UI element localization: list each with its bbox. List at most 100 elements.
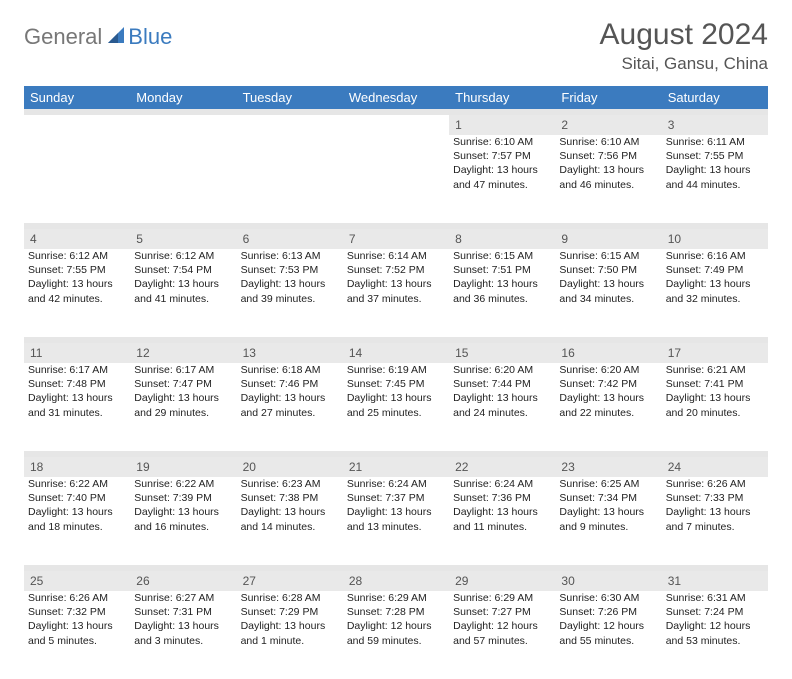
day1-text: Daylight: 13 hours: [241, 277, 339, 291]
sunset-text: Sunset: 7:29 PM: [241, 605, 339, 619]
logo-text-general: General: [24, 24, 102, 50]
day-number: 20: [237, 457, 343, 477]
day1-text: Daylight: 13 hours: [666, 391, 764, 405]
day-cell: Sunrise: 6:30 AMSunset: 7:26 PMDaylight:…: [555, 591, 661, 679]
day2-text: and 18 minutes.: [28, 520, 126, 534]
sunset-text: Sunset: 7:39 PM: [134, 491, 232, 505]
day-cell: Sunrise: 6:27 AMSunset: 7:31 PMDaylight:…: [130, 591, 236, 679]
sunrise-text: Sunrise: 6:21 AM: [666, 363, 764, 377]
sunset-text: Sunset: 7:41 PM: [666, 377, 764, 391]
day2-text: and 42 minutes.: [28, 292, 126, 306]
day1-text: Daylight: 13 hours: [347, 505, 445, 519]
sunrise-text: Sunrise: 6:24 AM: [453, 477, 551, 491]
day-cell: Sunrise: 6:24 AMSunset: 7:37 PMDaylight:…: [343, 477, 449, 565]
day-number: 27: [237, 571, 343, 591]
sunset-text: Sunset: 7:52 PM: [347, 263, 445, 277]
weekday-header: Monday: [130, 86, 236, 109]
sunrise-text: Sunrise: 6:26 AM: [28, 591, 126, 605]
sunset-text: Sunset: 7:55 PM: [28, 263, 126, 277]
day-number: 9: [555, 229, 661, 249]
day2-text: and 31 minutes.: [28, 406, 126, 420]
day1-text: Daylight: 12 hours: [453, 619, 551, 633]
day1-text: Daylight: 13 hours: [241, 391, 339, 405]
day1-text: Daylight: 12 hours: [559, 619, 657, 633]
day1-text: Daylight: 13 hours: [28, 391, 126, 405]
day-number: 24: [662, 457, 768, 477]
logo: General Blue: [24, 18, 172, 50]
day-number-row: 45678910: [24, 229, 768, 249]
day1-text: Daylight: 13 hours: [134, 505, 232, 519]
sunset-text: Sunset: 7:37 PM: [347, 491, 445, 505]
day-cell: [130, 135, 236, 223]
sunrise-text: Sunrise: 6:22 AM: [134, 477, 232, 491]
day-cell: Sunrise: 6:17 AMSunset: 7:48 PMDaylight:…: [24, 363, 130, 451]
sunrise-text: Sunrise: 6:20 AM: [453, 363, 551, 377]
sunrise-text: Sunrise: 6:17 AM: [134, 363, 232, 377]
sunrise-text: Sunrise: 6:22 AM: [28, 477, 126, 491]
day1-text: Daylight: 13 hours: [347, 277, 445, 291]
day2-text: and 29 minutes.: [134, 406, 232, 420]
day-number-row: 11121314151617: [24, 343, 768, 363]
weekday-header: Friday: [555, 86, 661, 109]
day2-text: and 20 minutes.: [666, 406, 764, 420]
sunset-text: Sunset: 7:55 PM: [666, 149, 764, 163]
day2-text: and 7 minutes.: [666, 520, 764, 534]
day-number: 29: [449, 571, 555, 591]
day2-text: and 36 minutes.: [453, 292, 551, 306]
day2-text: and 39 minutes.: [241, 292, 339, 306]
day-number: [343, 115, 449, 135]
day1-text: Daylight: 12 hours: [347, 619, 445, 633]
day-number: 14: [343, 343, 449, 363]
logo-sail-icon: [106, 25, 126, 50]
logo-text-blue: Blue: [128, 24, 172, 50]
day-number: 2: [555, 115, 661, 135]
day-cell: Sunrise: 6:31 AMSunset: 7:24 PMDaylight:…: [662, 591, 768, 679]
day2-text: and 37 minutes.: [347, 292, 445, 306]
day1-text: Daylight: 13 hours: [453, 505, 551, 519]
day-cell: Sunrise: 6:20 AMSunset: 7:44 PMDaylight:…: [449, 363, 555, 451]
day2-text: and 46 minutes.: [559, 178, 657, 192]
day-cell: [343, 135, 449, 223]
day1-text: Daylight: 13 hours: [666, 505, 764, 519]
day-content-row: Sunrise: 6:22 AMSunset: 7:40 PMDaylight:…: [24, 477, 768, 565]
sunset-text: Sunset: 7:26 PM: [559, 605, 657, 619]
sunrise-text: Sunrise: 6:28 AM: [241, 591, 339, 605]
day-number: [130, 115, 236, 135]
day-cell: Sunrise: 6:16 AMSunset: 7:49 PMDaylight:…: [662, 249, 768, 337]
day-number: 6: [237, 229, 343, 249]
header: General Blue August 2024 Sitai, Gansu, C…: [24, 18, 768, 74]
day-cell: Sunrise: 6:29 AMSunset: 7:27 PMDaylight:…: [449, 591, 555, 679]
weekday-header: Sunday: [24, 86, 130, 109]
day-number: 28: [343, 571, 449, 591]
day-number-row: 25262728293031: [24, 571, 768, 591]
day-number: 15: [449, 343, 555, 363]
day1-text: Daylight: 13 hours: [28, 277, 126, 291]
day2-text: and 47 minutes.: [453, 178, 551, 192]
day2-text: and 9 minutes.: [559, 520, 657, 534]
day-cell: Sunrise: 6:10 AMSunset: 7:57 PMDaylight:…: [449, 135, 555, 223]
day2-text: and 27 minutes.: [241, 406, 339, 420]
day1-text: Daylight: 13 hours: [559, 277, 657, 291]
day1-text: Daylight: 13 hours: [28, 619, 126, 633]
sunset-text: Sunset: 7:24 PM: [666, 605, 764, 619]
weekday-header: Tuesday: [237, 86, 343, 109]
weekday-header: Saturday: [662, 86, 768, 109]
day2-text: and 25 minutes.: [347, 406, 445, 420]
day1-text: Daylight: 13 hours: [28, 505, 126, 519]
sunset-text: Sunset: 7:46 PM: [241, 377, 339, 391]
day2-text: and 11 minutes.: [453, 520, 551, 534]
sunrise-text: Sunrise: 6:12 AM: [28, 249, 126, 263]
day-cell: Sunrise: 6:23 AMSunset: 7:38 PMDaylight:…: [237, 477, 343, 565]
sunset-text: Sunset: 7:54 PM: [134, 263, 232, 277]
day-number: 19: [130, 457, 236, 477]
day-cell: Sunrise: 6:15 AMSunset: 7:50 PMDaylight:…: [555, 249, 661, 337]
month-title: August 2024: [600, 18, 768, 52]
day-cell: Sunrise: 6:18 AMSunset: 7:46 PMDaylight:…: [237, 363, 343, 451]
day-cell: Sunrise: 6:19 AMSunset: 7:45 PMDaylight:…: [343, 363, 449, 451]
day2-text: and 16 minutes.: [134, 520, 232, 534]
title-block: August 2024 Sitai, Gansu, China: [600, 18, 768, 74]
sunrise-text: Sunrise: 6:24 AM: [347, 477, 445, 491]
day2-text: and 1 minute.: [241, 634, 339, 648]
day-number: 13: [237, 343, 343, 363]
day2-text: and 3 minutes.: [134, 634, 232, 648]
